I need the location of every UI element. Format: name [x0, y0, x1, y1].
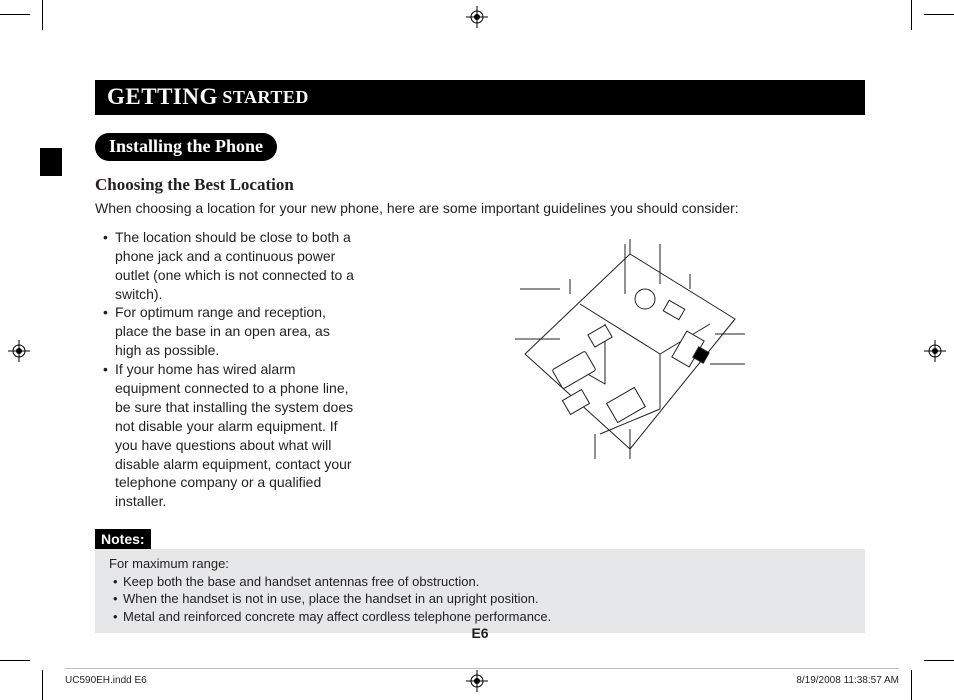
crop-mark — [911, 670, 912, 700]
notes-lead: For maximum range: — [109, 555, 855, 573]
header-text-small: STARTED — [222, 87, 309, 107]
page-number: E6 — [95, 625, 865, 641]
crop-mark — [924, 14, 954, 15]
page-content: GETTING STARTED Installing the Phone Cho… — [95, 80, 865, 633]
registration-mark-icon — [8, 340, 30, 362]
list-item: When the handset is not in use, place th… — [113, 590, 855, 608]
header-text-big: GETTING — [107, 84, 218, 109]
page-tab — [40, 148, 62, 176]
guideline-list: The location should be close to both a p… — [95, 228, 355, 511]
crop-mark — [911, 0, 912, 30]
footer-rule — [65, 668, 899, 669]
list-item: If your home has wired alarm equipment c… — [103, 360, 355, 511]
notes-label: Notes: — [95, 529, 151, 549]
crop-mark — [42, 0, 43, 30]
crop-mark — [0, 14, 30, 15]
footer-file: UC590EH.indd E6 — [65, 675, 147, 686]
notes-box: For maximum range: Keep both the base an… — [95, 549, 865, 633]
registration-mark-icon — [466, 6, 488, 28]
subheading: Choosing the Best Location — [95, 175, 865, 195]
footer: UC590EH.indd E6 8/19/2008 11:38:57 AM — [65, 675, 899, 686]
crop-mark — [0, 660, 30, 661]
intro-text: When choosing a location for your new ph… — [95, 199, 865, 218]
registration-mark-icon — [924, 340, 946, 362]
floorplan-diagram — [395, 228, 865, 511]
section-header: GETTING STARTED — [95, 80, 865, 115]
crop-mark — [42, 670, 43, 700]
list-item: Metal and reinforced concrete may affect… — [113, 608, 855, 626]
subsection-pill: Installing the Phone — [95, 133, 277, 161]
list-item: Keep both the base and handset antennas … — [113, 573, 855, 591]
list-item: The location should be close to both a p… — [103, 228, 355, 304]
crop-mark — [924, 660, 954, 661]
list-item: For optimum range and reception, place t… — [103, 303, 355, 360]
footer-datetime: 8/19/2008 11:38:57 AM — [796, 675, 899, 686]
